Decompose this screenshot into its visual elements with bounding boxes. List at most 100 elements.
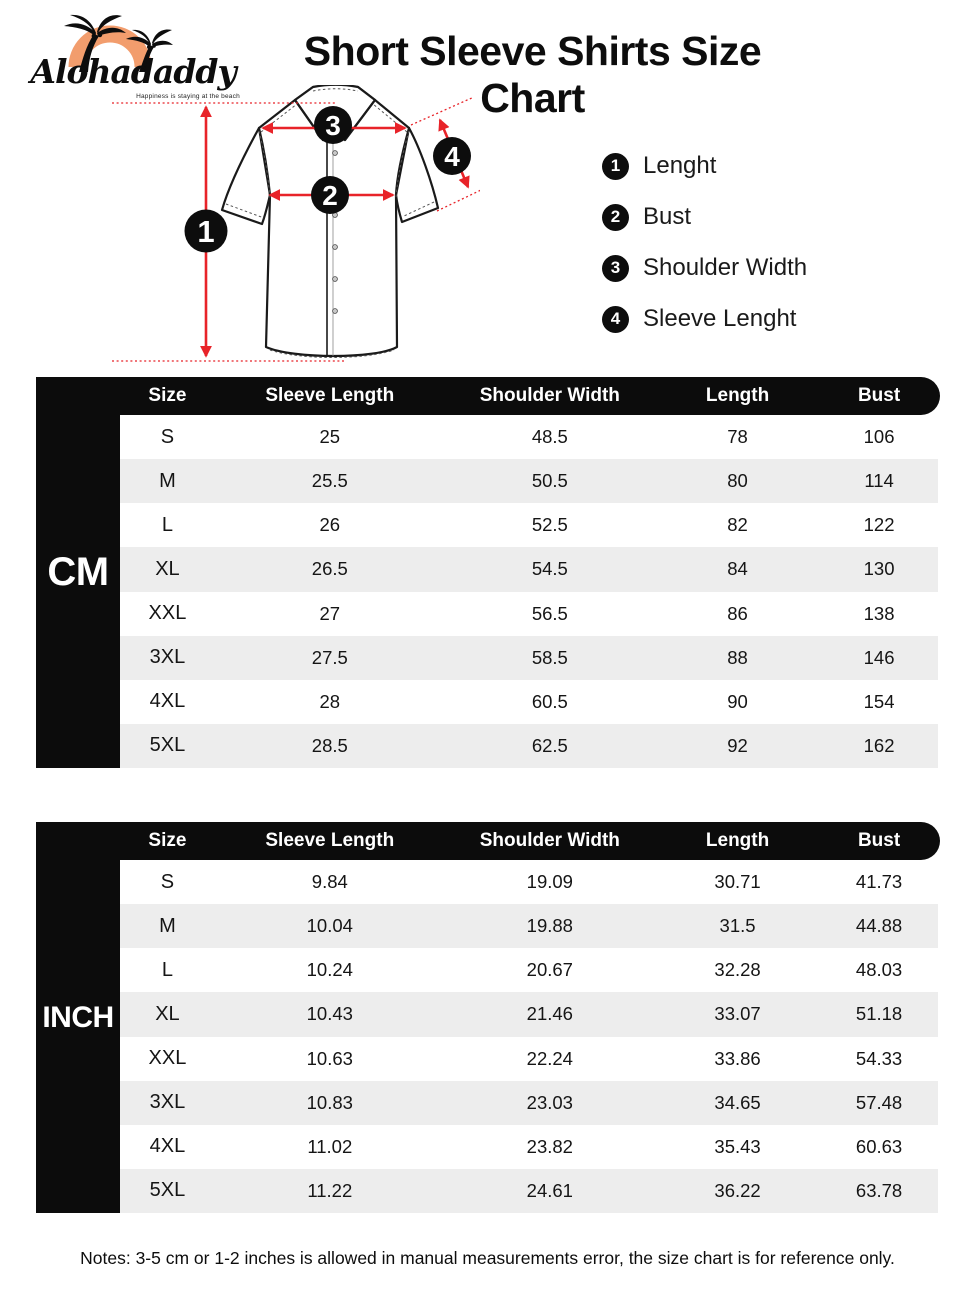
legend-label: Sleeve Lenght [643, 305, 797, 332]
value-cell: 122 [863, 514, 895, 536]
table-row: 3XL 27.5 58.5 88 146 [120, 635, 938, 680]
marker-2-bust: 2 [311, 176, 349, 214]
value-cell: 88 [727, 646, 748, 668]
shirt-measurement-diagram: 1 3 2 4 [112, 85, 480, 362]
value-cell: 22.24 [526, 1047, 573, 1069]
brand-tagline: Happiness is staying at the beach [136, 93, 240, 100]
brand-name: Alohadaddy [30, 52, 236, 91]
svg-text:4: 4 [444, 141, 460, 172]
value-cell: 41.73 [855, 871, 903, 893]
value-cell: 23.82 [526, 1135, 573, 1157]
value-cell: 27 [319, 602, 341, 624]
value-cell: 90 [727, 690, 748, 712]
table-row: XL 10.43 21.46 33.07 51.18 [120, 992, 938, 1037]
column-header: Shoulder Width [479, 385, 620, 406]
value-cell: 54.5 [531, 558, 568, 580]
value-cell: 28 [319, 690, 341, 712]
page-title: Short Sleeve Shirts Size Chart [303, 28, 762, 121]
size-cell: XXL [148, 1047, 187, 1070]
legend-number-badge: 4 [602, 305, 629, 333]
value-cell: 154 [863, 690, 895, 712]
value-cell: 21.46 [526, 1003, 573, 1025]
legend-label: Bust [643, 203, 692, 230]
unit-sidebar-cm: CM [36, 377, 120, 768]
size-cell: 3XL [149, 1091, 186, 1114]
value-cell: 52.5 [531, 514, 568, 536]
column-header: Length [705, 830, 770, 851]
legend-item-sleeve-length: 4 Sleeve Lenght [602, 305, 807, 333]
table-body: S 25 48.5 78 106 M 25.5 50.5 80 114 L 26 52.5 82 122 XL… [120, 415, 938, 768]
value-cell: 31.5 [719, 915, 756, 937]
value-cell: 9.84 [311, 871, 348, 893]
legend-item-length: 1 Lenght [602, 152, 807, 180]
legend-number-badge: 2 [602, 203, 629, 231]
value-cell: 33.07 [714, 1003, 761, 1025]
svg-text:3: 3 [325, 110, 341, 141]
value-cell: 27.5 [311, 646, 348, 668]
size-cell: S [160, 870, 175, 893]
value-cell: 19.88 [526, 915, 573, 937]
size-cell: 4XL [149, 690, 186, 713]
value-cell: 86 [727, 602, 748, 624]
table-row: 5XL 28.5 62.5 92 162 [120, 723, 938, 768]
value-cell: 24.61 [526, 1179, 573, 1201]
size-cell: S [160, 425, 175, 448]
size-cell: 5XL [149, 1179, 186, 1202]
size-cell: XXL [148, 602, 187, 625]
legend-label: Lenght [643, 152, 717, 179]
value-cell: 57.48 [855, 1091, 903, 1113]
value-cell: 106 [863, 426, 895, 448]
table-row: M 10.04 19.88 31.5 44.88 [120, 904, 938, 949]
legend-number-badge: 1 [602, 152, 629, 180]
value-cell: 92 [727, 734, 748, 756]
marker-1-length: 1 [184, 209, 228, 253]
value-cell: 51.18 [855, 1003, 903, 1025]
size-cell: L [161, 958, 173, 981]
size-cell: XL [155, 1002, 180, 1025]
column-header: Length [705, 385, 770, 406]
legend-item-shoulder-width: 3 Shoulder Width [602, 254, 807, 282]
column-header: Shoulder Width [479, 830, 620, 851]
value-cell: 56.5 [531, 602, 568, 624]
table-header-row: Size Sleeve Length Shoulder Width Length Bus… [36, 822, 940, 860]
table-row: L 10.24 20.67 32.28 48.03 [120, 948, 938, 993]
size-cell: 5XL [149, 734, 186, 757]
table-row: 3XL 10.83 23.03 34.65 57.48 [120, 1080, 938, 1125]
notes-text: Notes: 3-5 cm or 1-2 inches is allowed i… [80, 1248, 895, 1268]
value-cell: 32.28 [714, 959, 761, 981]
palm-trees-sun-icon [64, 14, 173, 72]
value-cell: 78 [727, 426, 748, 448]
column-header: Bust [857, 385, 901, 406]
size-cell: XL [155, 557, 180, 580]
size-cell: L [161, 513, 173, 536]
value-cell: 62.5 [531, 734, 568, 756]
column-header: Size [148, 830, 187, 851]
value-cell: 10.63 [306, 1047, 353, 1069]
unit-label: INCH [42, 1000, 114, 1034]
value-cell: 138 [863, 602, 895, 624]
table-row: S 9.84 19.09 30.71 41.73 [120, 860, 938, 905]
value-cell: 80 [727, 470, 748, 492]
shirt-outline [220, 85, 440, 358]
value-cell: 162 [863, 734, 895, 756]
value-cell: 34.65 [714, 1091, 761, 1113]
table-row: 4XL 11.02 23.82 35.43 60.63 [120, 1124, 938, 1169]
column-header: Sleeve Length [265, 830, 395, 851]
diagram-markers: 1 3 2 4 [184, 106, 471, 253]
value-cell: 48.5 [531, 426, 568, 448]
table-row: L 26 52.5 82 122 [120, 503, 938, 548]
table-row: S 25 48.5 78 106 [120, 415, 938, 460]
table-row: XXL 10.63 22.24 33.86 54.33 [120, 1036, 938, 1081]
value-cell: 130 [863, 558, 895, 580]
value-cell: 10.43 [306, 1003, 353, 1025]
table-row: 5XL 11.22 24.61 36.22 63.78 [120, 1168, 938, 1213]
marker-4-sleeve-length: 4 [433, 137, 471, 175]
value-cell: 84 [727, 558, 748, 580]
table-row: M 25.5 50.5 80 114 [120, 459, 938, 504]
value-cell: 114 [864, 470, 894, 492]
value-cell: 48.03 [855, 959, 903, 981]
marker-3-shoulder-width: 3 [314, 106, 352, 144]
brand-logo: Alohadaddy Happiness is staying at the b… [28, 10, 240, 105]
table-body: S 9.84 19.09 30.71 41.73 M 10.04 19.88 31.5 44.88… [120, 860, 938, 1213]
value-cell: 10.24 [306, 959, 353, 981]
